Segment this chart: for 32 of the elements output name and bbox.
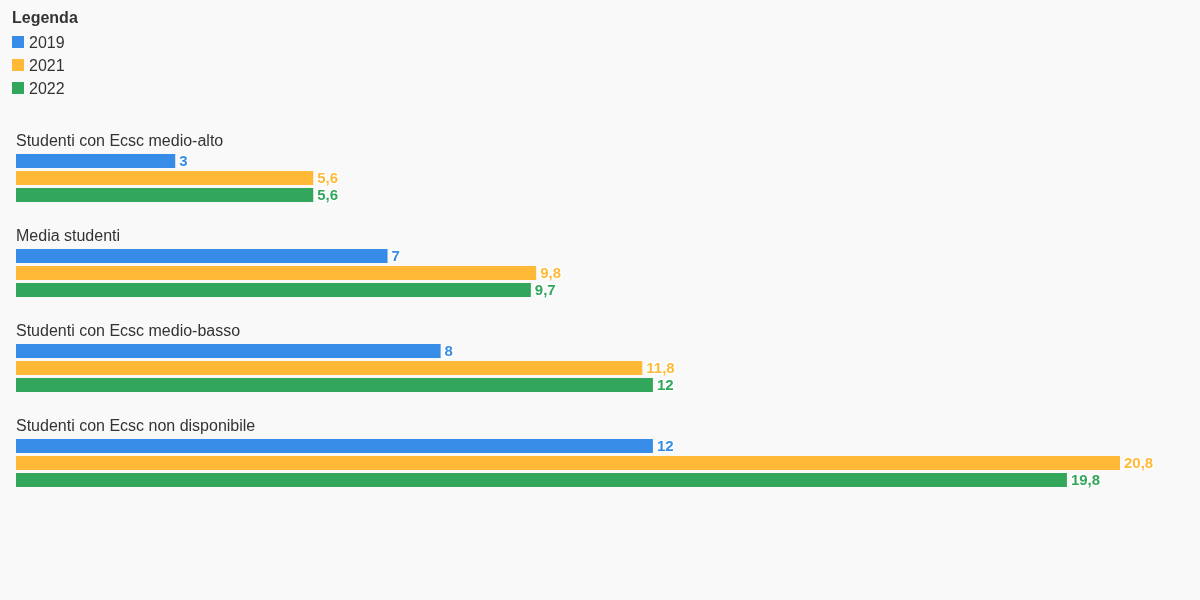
- bar: [16, 283, 531, 297]
- data-label: 3: [179, 152, 188, 170]
- y-tick-label: Studenti con Ecsc non disponibile: [16, 417, 256, 434]
- bar: [16, 344, 441, 358]
- data-label: 5,6: [317, 169, 339, 187]
- legend-label: 2019: [29, 34, 65, 51]
- bar: [16, 249, 388, 263]
- bar: [16, 439, 653, 453]
- legend-title: Legenda: [12, 9, 78, 26]
- data-label: 9,8: [540, 264, 562, 282]
- data-label: 19,8: [1070, 471, 1101, 489]
- bar: [16, 361, 643, 375]
- bar: [16, 378, 653, 392]
- data-label: 9,7: [534, 281, 556, 299]
- bar: [16, 473, 1067, 487]
- data-label: 12: [656, 376, 674, 394]
- data-label: 5,6: [317, 186, 339, 204]
- data-label: 12: [656, 437, 674, 455]
- legend-label: 2021: [29, 57, 65, 74]
- bar: [16, 171, 314, 185]
- bar: [16, 456, 1120, 470]
- data-label: 8: [444, 342, 453, 360]
- bar: [16, 266, 537, 280]
- bar: [16, 154, 176, 168]
- y-tick-label: Studenti con Ecsc medio-alto: [16, 132, 224, 149]
- legend-label: 2022: [29, 80, 65, 97]
- data-label: 20,8: [1124, 454, 1154, 472]
- bar: [16, 188, 314, 202]
- data-label: 11,8: [646, 359, 675, 377]
- y-tick-label: Media studenti: [16, 227, 121, 244]
- data-label: 7: [391, 247, 400, 265]
- y-tick-label: Studenti con Ecsc medio-basso: [16, 322, 241, 339]
